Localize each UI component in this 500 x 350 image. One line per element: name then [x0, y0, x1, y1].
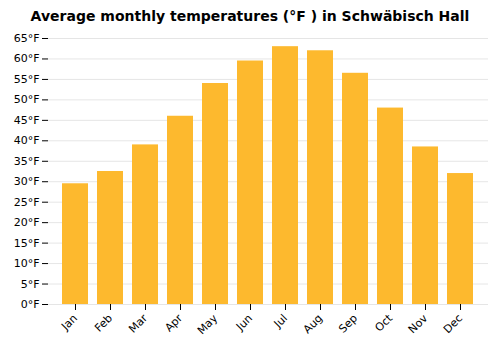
svg-text:25°F: 25°F: [14, 196, 40, 209]
svg-text:Aug: Aug: [301, 312, 325, 336]
svg-text:5°F: 5°F: [21, 278, 40, 291]
svg-text:Jul: Jul: [271, 312, 290, 331]
svg-text:May: May: [195, 311, 221, 337]
svg-text:30°F: 30°F: [14, 175, 40, 188]
svg-text:65°F: 65°F: [14, 32, 40, 45]
svg-text:Mar: Mar: [126, 311, 150, 335]
svg-text:Oct: Oct: [372, 311, 395, 334]
svg-text:20°F: 20°F: [14, 216, 40, 229]
html-text:Average monthly temperatures (: Average monthly temperatures (°F ) in Sc…: [30, 8, 470, 24]
svg-text:50°F: 50°F: [14, 93, 40, 106]
svg-text:40°F: 40°F: [14, 134, 40, 147]
svg-text:Jun: Jun: [233, 312, 255, 334]
svg-text:0°F: 0°F: [21, 298, 40, 311]
svg-text:60°F: 60°F: [14, 52, 40, 65]
svg-text:Nov: Nov: [406, 311, 431, 336]
svg-text:35°F: 35°F: [14, 155, 40, 168]
svg-text:Jan: Jan: [58, 312, 80, 334]
svg-text:Feb: Feb: [92, 312, 115, 335]
svg-text:Dec: Dec: [441, 312, 465, 336]
svg-text:15°F: 15°F: [14, 237, 40, 250]
svg-text:10°F: 10°F: [14, 257, 40, 270]
svg-text:Apr: Apr: [162, 311, 185, 334]
svg-text:Sep: Sep: [336, 312, 360, 336]
svg-text:55°F: 55°F: [14, 73, 40, 86]
svg-text:45°F: 45°F: [14, 114, 40, 127]
